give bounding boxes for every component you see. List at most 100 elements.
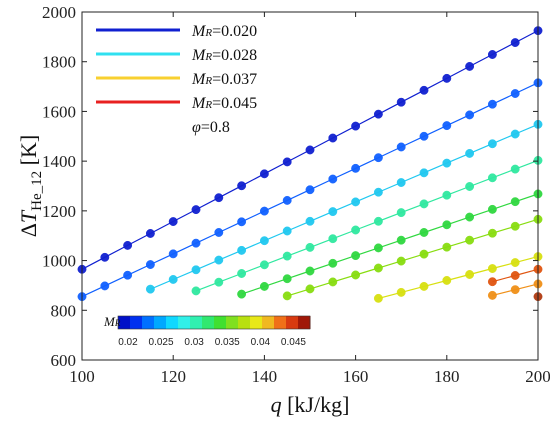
data-point bbox=[168, 217, 178, 226]
y-tick-label: 2000 bbox=[42, 3, 76, 22]
data-point bbox=[396, 208, 406, 218]
data-point bbox=[373, 109, 383, 119]
data-point bbox=[305, 145, 315, 155]
x-tick-label: 160 bbox=[343, 367, 369, 386]
data-point bbox=[465, 182, 475, 191]
data-point bbox=[510, 129, 520, 139]
data-point bbox=[487, 277, 497, 287]
data-point bbox=[305, 266, 315, 276]
data-point bbox=[282, 195, 292, 205]
data-point bbox=[214, 228, 224, 237]
data-point bbox=[351, 251, 361, 261]
data-point bbox=[442, 242, 452, 252]
colorbar-cell bbox=[178, 316, 191, 329]
colorbar-tick-label: 0.03 bbox=[184, 337, 204, 348]
data-point bbox=[282, 157, 292, 167]
legend-label: MR=0.020 bbox=[191, 23, 257, 40]
data-point bbox=[305, 185, 315, 195]
data-point bbox=[396, 97, 406, 107]
data-point bbox=[237, 245, 247, 255]
colorbar-cell bbox=[118, 316, 131, 329]
data-point bbox=[145, 284, 155, 294]
colorbar-cell bbox=[226, 316, 239, 329]
data-point bbox=[351, 197, 361, 207]
x-tick-label: 140 bbox=[252, 367, 278, 386]
y-tick-label: 1600 bbox=[42, 102, 76, 121]
legend-label: MR=0.037 bbox=[191, 71, 257, 88]
axes: 100 120 140 160 180 200 600 800 1000 1200 1400 1600… bbox=[16, 3, 550, 417]
data-point bbox=[510, 221, 520, 231]
data-point bbox=[191, 265, 201, 275]
data-point bbox=[465, 148, 475, 158]
colorbar-cell bbox=[130, 316, 143, 329]
data-point bbox=[487, 99, 497, 109]
data-point bbox=[328, 234, 338, 244]
colorbar-tick-label: 0.04 bbox=[251, 337, 271, 348]
data-point bbox=[168, 249, 178, 259]
data-point bbox=[419, 85, 429, 95]
x-tick-label: 200 bbox=[525, 367, 550, 386]
data-marks bbox=[77, 26, 543, 303]
data-point bbox=[373, 293, 383, 303]
data-point bbox=[259, 236, 269, 246]
colorbar-cell bbox=[190, 316, 203, 329]
data-point bbox=[237, 289, 247, 299]
colorbar-cell bbox=[238, 316, 251, 329]
data-point bbox=[510, 258, 520, 268]
data-point bbox=[487, 228, 497, 238]
data-point bbox=[510, 285, 520, 295]
colorbar: MR 0.02 0.025 0.03 0.035 0.04 0.045 bbox=[103, 312, 318, 350]
data-point bbox=[328, 207, 338, 217]
colorbar-tick-label: 0.035 bbox=[215, 337, 240, 348]
data-point bbox=[396, 256, 406, 266]
data-point bbox=[465, 270, 475, 279]
data-point bbox=[123, 240, 133, 250]
colorbar-cell bbox=[298, 316, 311, 329]
data-point bbox=[419, 228, 429, 237]
data-point bbox=[487, 290, 497, 300]
data-point bbox=[373, 216, 383, 226]
plot-frame bbox=[81, 11, 539, 361]
data-point bbox=[237, 217, 247, 227]
y-tick-label: 1000 bbox=[42, 252, 76, 271]
data-point bbox=[487, 50, 497, 59]
data-point bbox=[442, 220, 452, 230]
series-line bbox=[195, 159, 539, 292]
data-point bbox=[259, 169, 269, 179]
data-point bbox=[419, 199, 429, 209]
colorbar-cell bbox=[166, 316, 179, 329]
data-point bbox=[396, 235, 406, 245]
colorbar-frame bbox=[117, 315, 311, 330]
data-point bbox=[191, 238, 201, 248]
x-tick-label: 100 bbox=[69, 367, 95, 386]
data-point bbox=[419, 131, 429, 141]
colorbar-cell bbox=[262, 316, 275, 329]
data-point bbox=[396, 142, 406, 152]
y-tick-label: 800 bbox=[51, 301, 77, 320]
x-tick-label: 120 bbox=[160, 367, 186, 386]
data-point bbox=[419, 249, 429, 259]
colorbar-tick-label: 0.045 bbox=[281, 337, 306, 348]
data-point bbox=[351, 163, 361, 173]
data-point bbox=[373, 263, 383, 273]
data-point bbox=[487, 264, 497, 273]
legend: MR=0.020 MR=0.028 MR=0.037 MR=0.045 φ=0.8 bbox=[96, 23, 257, 136]
data-point bbox=[328, 133, 338, 143]
data-point bbox=[191, 205, 201, 215]
data-point bbox=[487, 204, 497, 214]
colorbar-cell bbox=[202, 316, 215, 329]
data-point bbox=[510, 271, 520, 280]
data-point bbox=[328, 277, 338, 287]
x-axis-label: q [kJ/kg] bbox=[271, 392, 350, 417]
data-point bbox=[351, 270, 361, 280]
colorbar-tick-label: 0.02 bbox=[118, 337, 138, 348]
data-point bbox=[442, 73, 452, 83]
data-point bbox=[465, 110, 475, 120]
data-point bbox=[282, 226, 292, 236]
data-point bbox=[373, 153, 383, 163]
data-point bbox=[237, 181, 247, 191]
data-point bbox=[396, 287, 406, 297]
colorbar-cell bbox=[250, 316, 263, 329]
data-point bbox=[510, 197, 520, 207]
